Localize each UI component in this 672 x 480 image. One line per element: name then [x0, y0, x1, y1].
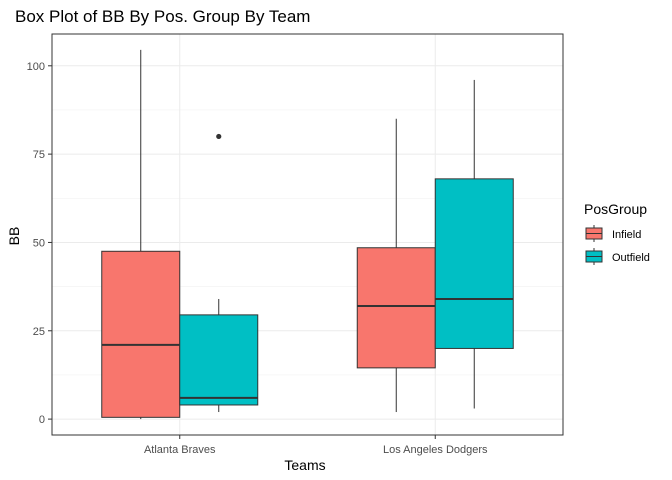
panel-border — [51, 33, 564, 436]
box-infield-1 — [356, 118, 436, 413]
legend: PosGroup Infield Outfield — [584, 201, 650, 265]
box-body — [356, 247, 436, 369]
plot-area — [51, 33, 564, 436]
x-axis-title: Teams — [284, 457, 325, 473]
legend-label: Outfield — [612, 252, 650, 264]
legend-item-infield: Infield — [585, 225, 641, 242]
outlier-point — [216, 133, 222, 140]
y-axis-title: BB — [6, 227, 22, 246]
y-tick-label: 75 — [33, 149, 45, 161]
box-body — [179, 314, 259, 406]
x-axis: Atlanta Braves Los Angeles Dodgers — [144, 435, 488, 456]
box-outfield-0 — [179, 133, 259, 413]
box-body — [434, 178, 514, 349]
y-tick-label: 25 — [33, 326, 45, 338]
box-infield-0 — [101, 49, 181, 420]
box-outfield-1 — [434, 79, 514, 409]
y-tick-label: 100 — [27, 61, 45, 73]
x-tick-label: Atlanta Braves — [144, 444, 216, 456]
x-tick-label: Los Angeles Dodgers — [383, 444, 488, 456]
legend-title: PosGroup — [584, 201, 647, 217]
legend-item-outfield: Outfield — [585, 248, 650, 265]
chart-title: Box Plot of BB By Pos. Group By Team — [15, 7, 310, 26]
y-axis: 0 25 50 75 100 — [27, 61, 52, 426]
box-body — [101, 250, 181, 418]
y-tick-label: 0 — [39, 414, 45, 426]
y-tick-label: 50 — [33, 237, 45, 249]
legend-label: Infield — [612, 229, 641, 241]
